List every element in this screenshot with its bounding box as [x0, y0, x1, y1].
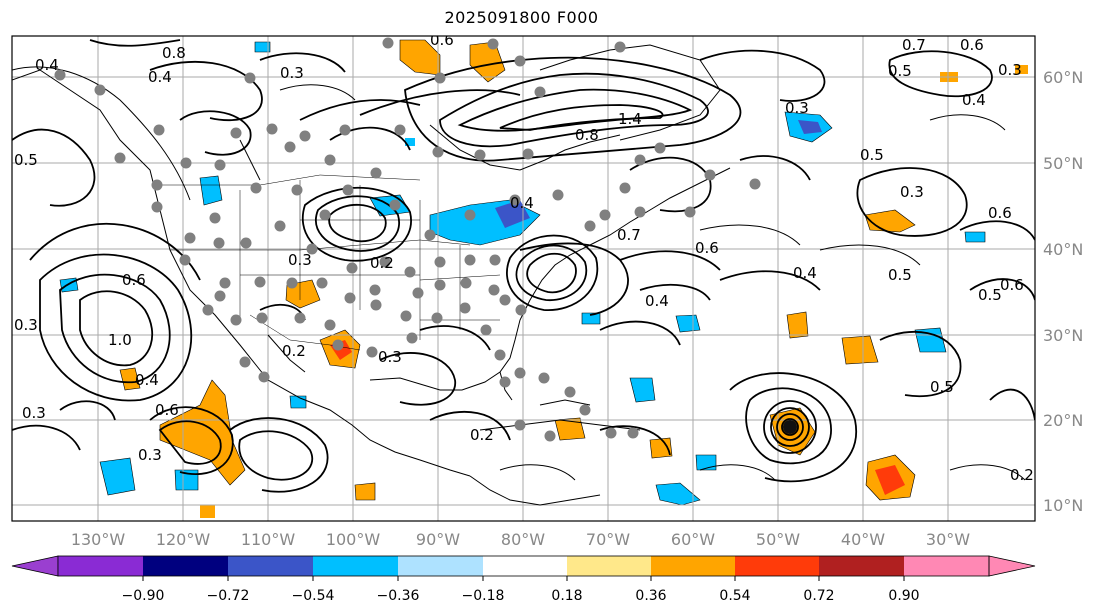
lon-label: 100°W	[326, 530, 381, 549]
contour-label: 0.6	[695, 239, 719, 257]
contour-label: 0.3	[22, 404, 46, 422]
contour-label: 0.3	[378, 348, 402, 366]
contour-label: 0.6	[122, 271, 146, 289]
colorbar-bin	[58, 556, 143, 576]
contour-label: 0.5	[888, 62, 912, 80]
contour-label: 0.3	[785, 99, 809, 117]
contour-label: 0.4	[35, 56, 59, 74]
lon-label: 60°W	[671, 530, 715, 549]
contour-label: 0.3	[14, 316, 38, 334]
colorbar-tick-label: 0.90	[888, 588, 919, 604]
contour-label: 0.6	[430, 31, 454, 49]
colorbar-tick-label: −0.90	[122, 588, 165, 604]
colorbar-tick-label: 0.18	[551, 588, 582, 604]
contour-label: 0.4	[135, 371, 159, 389]
colorbar-tick-label: −0.54	[292, 588, 335, 604]
colorbar-tick-label: 0.36	[635, 588, 666, 604]
colorbar-tick-label: −0.72	[207, 588, 250, 604]
colorbar-bin	[567, 556, 651, 576]
contour-label: 1.0	[108, 331, 132, 349]
thin-contours	[12, 66, 1026, 481]
colorbar-bin	[904, 556, 989, 576]
lat-label: 20°N	[1043, 411, 1083, 430]
colorbar-tick-label: 0.54	[719, 588, 750, 604]
contours	[12, 39, 1035, 493]
contour-label: 0.5	[930, 378, 954, 396]
contour-label: 0.2	[1010, 466, 1034, 484]
map-panel: 0.4 0.8 0.4 0.3 0.6 0.7 0.6 0.5 0.4 0.3 …	[12, 31, 1035, 521]
colorbar-bin	[819, 556, 904, 576]
contour-label: 0.4	[962, 91, 986, 109]
contour-label: 0.5	[978, 286, 1002, 304]
contour-label: 0.6	[988, 204, 1012, 222]
contour-label: 0.2	[370, 254, 394, 272]
lat-label: 30°N	[1043, 326, 1083, 345]
lon-label: 120°W	[156, 530, 211, 549]
station-dots	[54, 37, 797, 442]
contour-label: 0.3	[138, 446, 162, 464]
colorbar-ticks	[142, 576, 905, 581]
colorbar-bin	[483, 556, 567, 576]
contour-label: 0.4	[793, 264, 817, 282]
contour-label: 0.7	[617, 226, 641, 244]
contour-label: 0.5	[888, 266, 912, 284]
colorbar-under-arrow	[11, 555, 59, 577]
colorbar-bin	[398, 556, 483, 576]
contour-label: 0.3	[998, 61, 1022, 79]
latitude-labels: 60°N 50°N 40°N 30°N 20°N 10°N	[1043, 68, 1083, 515]
lon-label: 80°W	[501, 530, 545, 549]
contour-label: 0.6	[1000, 276, 1024, 294]
colorbar-tick-labels: −0.90 −0.72 −0.54 −0.36 −0.18 0.18 0.36 …	[122, 588, 920, 604]
contour-label: 0.6	[960, 36, 984, 54]
colorbar-tick-label: −0.18	[462, 588, 505, 604]
lon-label: 40°W	[841, 530, 885, 549]
colorbar-bin	[143, 556, 228, 576]
colorbar-tick-label: 0.72	[803, 588, 834, 604]
lat-label: 60°N	[1043, 68, 1083, 87]
contour-label: 0.4	[645, 292, 669, 310]
contour-label: 0.3	[280, 64, 304, 82]
contour-label: 0.5	[14, 151, 38, 169]
colorbar-bin	[313, 556, 398, 576]
colorbar-over-arrow	[988, 555, 1036, 577]
contour-label: 0.6	[155, 401, 179, 419]
colorbar: −0.90 −0.72 −0.54 −0.36 −0.18 0.18 0.36 …	[11, 555, 1036, 604]
contour-label: 0.8	[575, 126, 599, 144]
contour-labels: 0.4 0.8 0.4 0.3 0.6 0.7 0.6 0.5 0.4 0.3 …	[14, 31, 1034, 484]
colorbar-bin	[651, 556, 735, 576]
contour-label: 0.4	[148, 68, 172, 86]
colorbar-bin	[228, 556, 313, 576]
contour-label: 0.7	[902, 36, 926, 54]
lat-label: 40°N	[1043, 240, 1083, 259]
lat-label: 10°N	[1043, 496, 1083, 515]
lon-label: 130°W	[71, 530, 126, 549]
contour-label: 0.2	[282, 342, 306, 360]
lon-label: 50°W	[756, 530, 800, 549]
colorbar-bins	[58, 556, 989, 576]
shaded-fields	[59, 39, 1028, 518]
map-title: 2025091800 F000	[444, 8, 599, 27]
contour-label: 0.3	[900, 183, 924, 201]
lon-label: 70°W	[586, 530, 630, 549]
longitude-labels: 130°W 120°W 110°W 100°W 90°W 80°W 70°W 6…	[71, 530, 970, 549]
contour-label: 0.2	[470, 426, 494, 444]
map-frame	[11, 35, 1036, 522]
lon-label: 110°W	[241, 530, 296, 549]
contour-label: 0.3	[288, 251, 312, 269]
colorbar-bin	[735, 556, 819, 576]
contour-label: 0.4	[510, 194, 534, 212]
contour-label: 1.4	[618, 110, 642, 128]
lat-label: 50°N	[1043, 154, 1083, 173]
contour-label: 0.8	[162, 44, 186, 62]
colorbar-tick-label: −0.36	[377, 588, 420, 604]
contour-label: 0.5	[860, 146, 884, 164]
lon-label: 90°W	[416, 530, 460, 549]
lon-label: 30°W	[926, 530, 970, 549]
